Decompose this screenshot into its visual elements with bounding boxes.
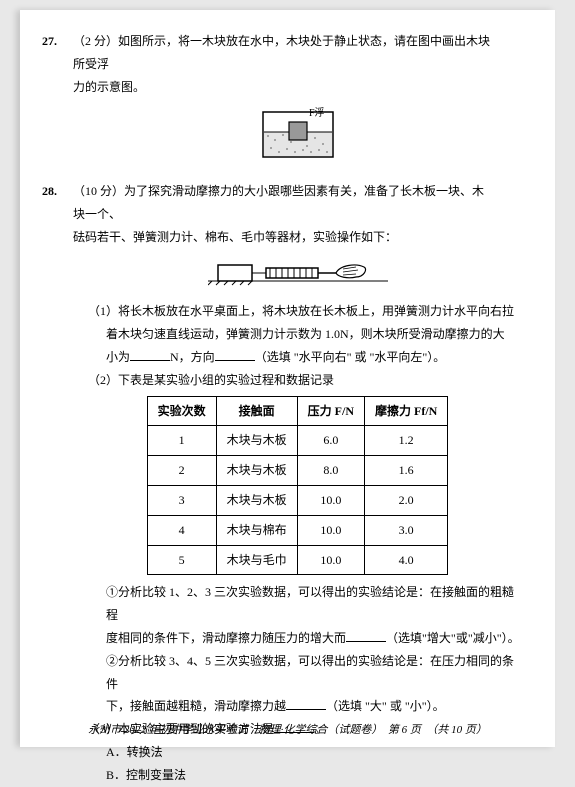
q28-p1c-unit: N，方向 [170, 350, 215, 364]
q28-p2: （2）下表是某实验小组的实验过程和数据记录 [88, 369, 525, 392]
buoyancy-diagram-icon: F浮 [253, 102, 343, 162]
table-row: 3木块与木板10.02.0 [147, 485, 448, 515]
col-force: 压力 F/N [297, 396, 364, 426]
q28-intro2: 砝码若干、弹簧测力计、棉布、毛巾等器材，实验操作如下： [73, 230, 397, 244]
option-b: B．控制变量法 [106, 764, 525, 787]
q28-p1b: 着木块匀速直线运动，弹簧测力计示数为 1.0N，则木块所受滑动摩擦力的大 [106, 327, 505, 341]
q28-c2b-left: 下，接触面越粗糙，滑动摩擦力越 [106, 699, 286, 713]
table-row: 5木块与毛巾10.04.0 [147, 545, 448, 575]
q28-points: （10 分） [73, 184, 124, 198]
q28-p1: （1）将长木板放在水平桌面上，将木块放在长木板上，用弹簧测力计水平向右拉 [88, 300, 525, 323]
q27-number: 27. [42, 30, 70, 53]
table-row: 4木块与棉布10.03.0 [147, 515, 448, 545]
q28-intro1: 为了探究滑动摩擦力的大小跟哪些因素有关，准备了长木板一块、木块一个、 [73, 184, 484, 221]
q28-number: 28. [42, 180, 70, 203]
q27-text2: 力的示意图。 [73, 80, 145, 94]
q28-figure [70, 253, 525, 295]
q28-p1-line2: 着木块匀速直线运动，弹簧测力计示数为 1.0N，则木块所受滑动摩擦力的大 [106, 323, 525, 346]
question-28: 28. （10 分）为了探究滑动摩擦力的大小跟哪些因素有关，准备了长木板一块、木… [70, 180, 525, 786]
q28-c2a: ②分析比较 3、4、5 三次实验数据，可以得出的实验结论是：在压力相同的条件 [106, 654, 514, 691]
q28-p1-line3: 小为 N，方向 （选填 "水平向右" 或 "水平向左"）。 [106, 346, 525, 369]
col-friction: 摩擦力 Ff/N [365, 396, 448, 426]
q28-p1a: （1）将长木板放在水平桌面上，将木块放在长木板上，用弹簧测力计水平向右拉 [88, 304, 514, 318]
col-surface: 接触面 [216, 396, 297, 426]
q28-c2b-right: （选填 "大" 或 "小"）。 [326, 699, 445, 713]
q27-body: （2 分）如图所示，将一木块放在水中，木块处于静止状态，请在图中画出木块所受浮 … [73, 30, 493, 98]
blank-c1 [346, 627, 386, 642]
experiment-data-table: 实验次数 接触面 压力 F/N 摩擦力 Ff/N 1木块与木板6.01.2 2木… [147, 396, 449, 576]
q28-c1-line2: 度相同的条件下，滑动摩擦力随压力的增大而 （选填"增大"或"减小"）。 [106, 627, 525, 650]
q28-c1a: ①分析比较 1、2、3 三次实验数据，可以得出的实验结论是：在接触面的粗糙程 [106, 585, 514, 622]
svg-text:F浮: F浮 [309, 107, 325, 119]
q28-p1c-left: 小为 [106, 350, 130, 364]
option-a: A．转换法 [106, 741, 525, 764]
friction-experiment-icon [208, 253, 388, 287]
col-trial: 实验次数 [147, 396, 216, 426]
q28-c1b-left: 度相同的条件下，滑动摩擦力随压力的增大而 [106, 631, 346, 645]
q28-p1c-right: （选填 "水平向右" 或 "水平向左"）。 [255, 350, 446, 364]
page-footer: 永州市 2022 年初中学业水平考试 物理·化学综合（试题卷） 第 6 页 （共… [20, 721, 555, 737]
blank-c2 [286, 695, 326, 710]
q28-c1: ①分析比较 1、2、3 三次实验数据，可以得出的实验结论是：在接触面的粗糙程 [106, 581, 525, 627]
question-27: 27. （2 分）如图所示，将一木块放在水中，木块处于静止状态，请在图中画出木块… [70, 30, 525, 170]
q28-c2-line2: 下，接触面越粗糙，滑动摩擦力越 （选填 "大" 或 "小"）。 [106, 695, 525, 718]
blank-direction [215, 346, 255, 361]
q27-figure: F浮 [70, 102, 525, 170]
q27-text1: 如图所示，将一木块放在水中，木块处于静止状态，请在图中画出木块所受浮 [73, 34, 490, 71]
table-row: 1木块与木板6.01.2 [147, 426, 448, 456]
page: 27. （2 分）如图所示，将一木块放在水中，木块处于静止状态，请在图中画出木块… [20, 10, 555, 747]
blank-force [130, 346, 170, 361]
table-header-row: 实验次数 接触面 压力 F/N 摩擦力 Ff/N [147, 396, 448, 426]
q27-points: （2 分） [73, 34, 118, 48]
table-row: 2木块与木板8.01.6 [147, 456, 448, 486]
q28-c1b-right: （选填"增大"或"减小"）。 [386, 631, 520, 645]
q28-c2: ②分析比较 3、4、5 三次实验数据，可以得出的实验结论是：在压力相同的条件 [106, 650, 525, 696]
q28-body: （10 分）为了探究滑动摩擦力的大小跟哪些因素有关，准备了长木板一块、木块一个、… [73, 180, 493, 248]
